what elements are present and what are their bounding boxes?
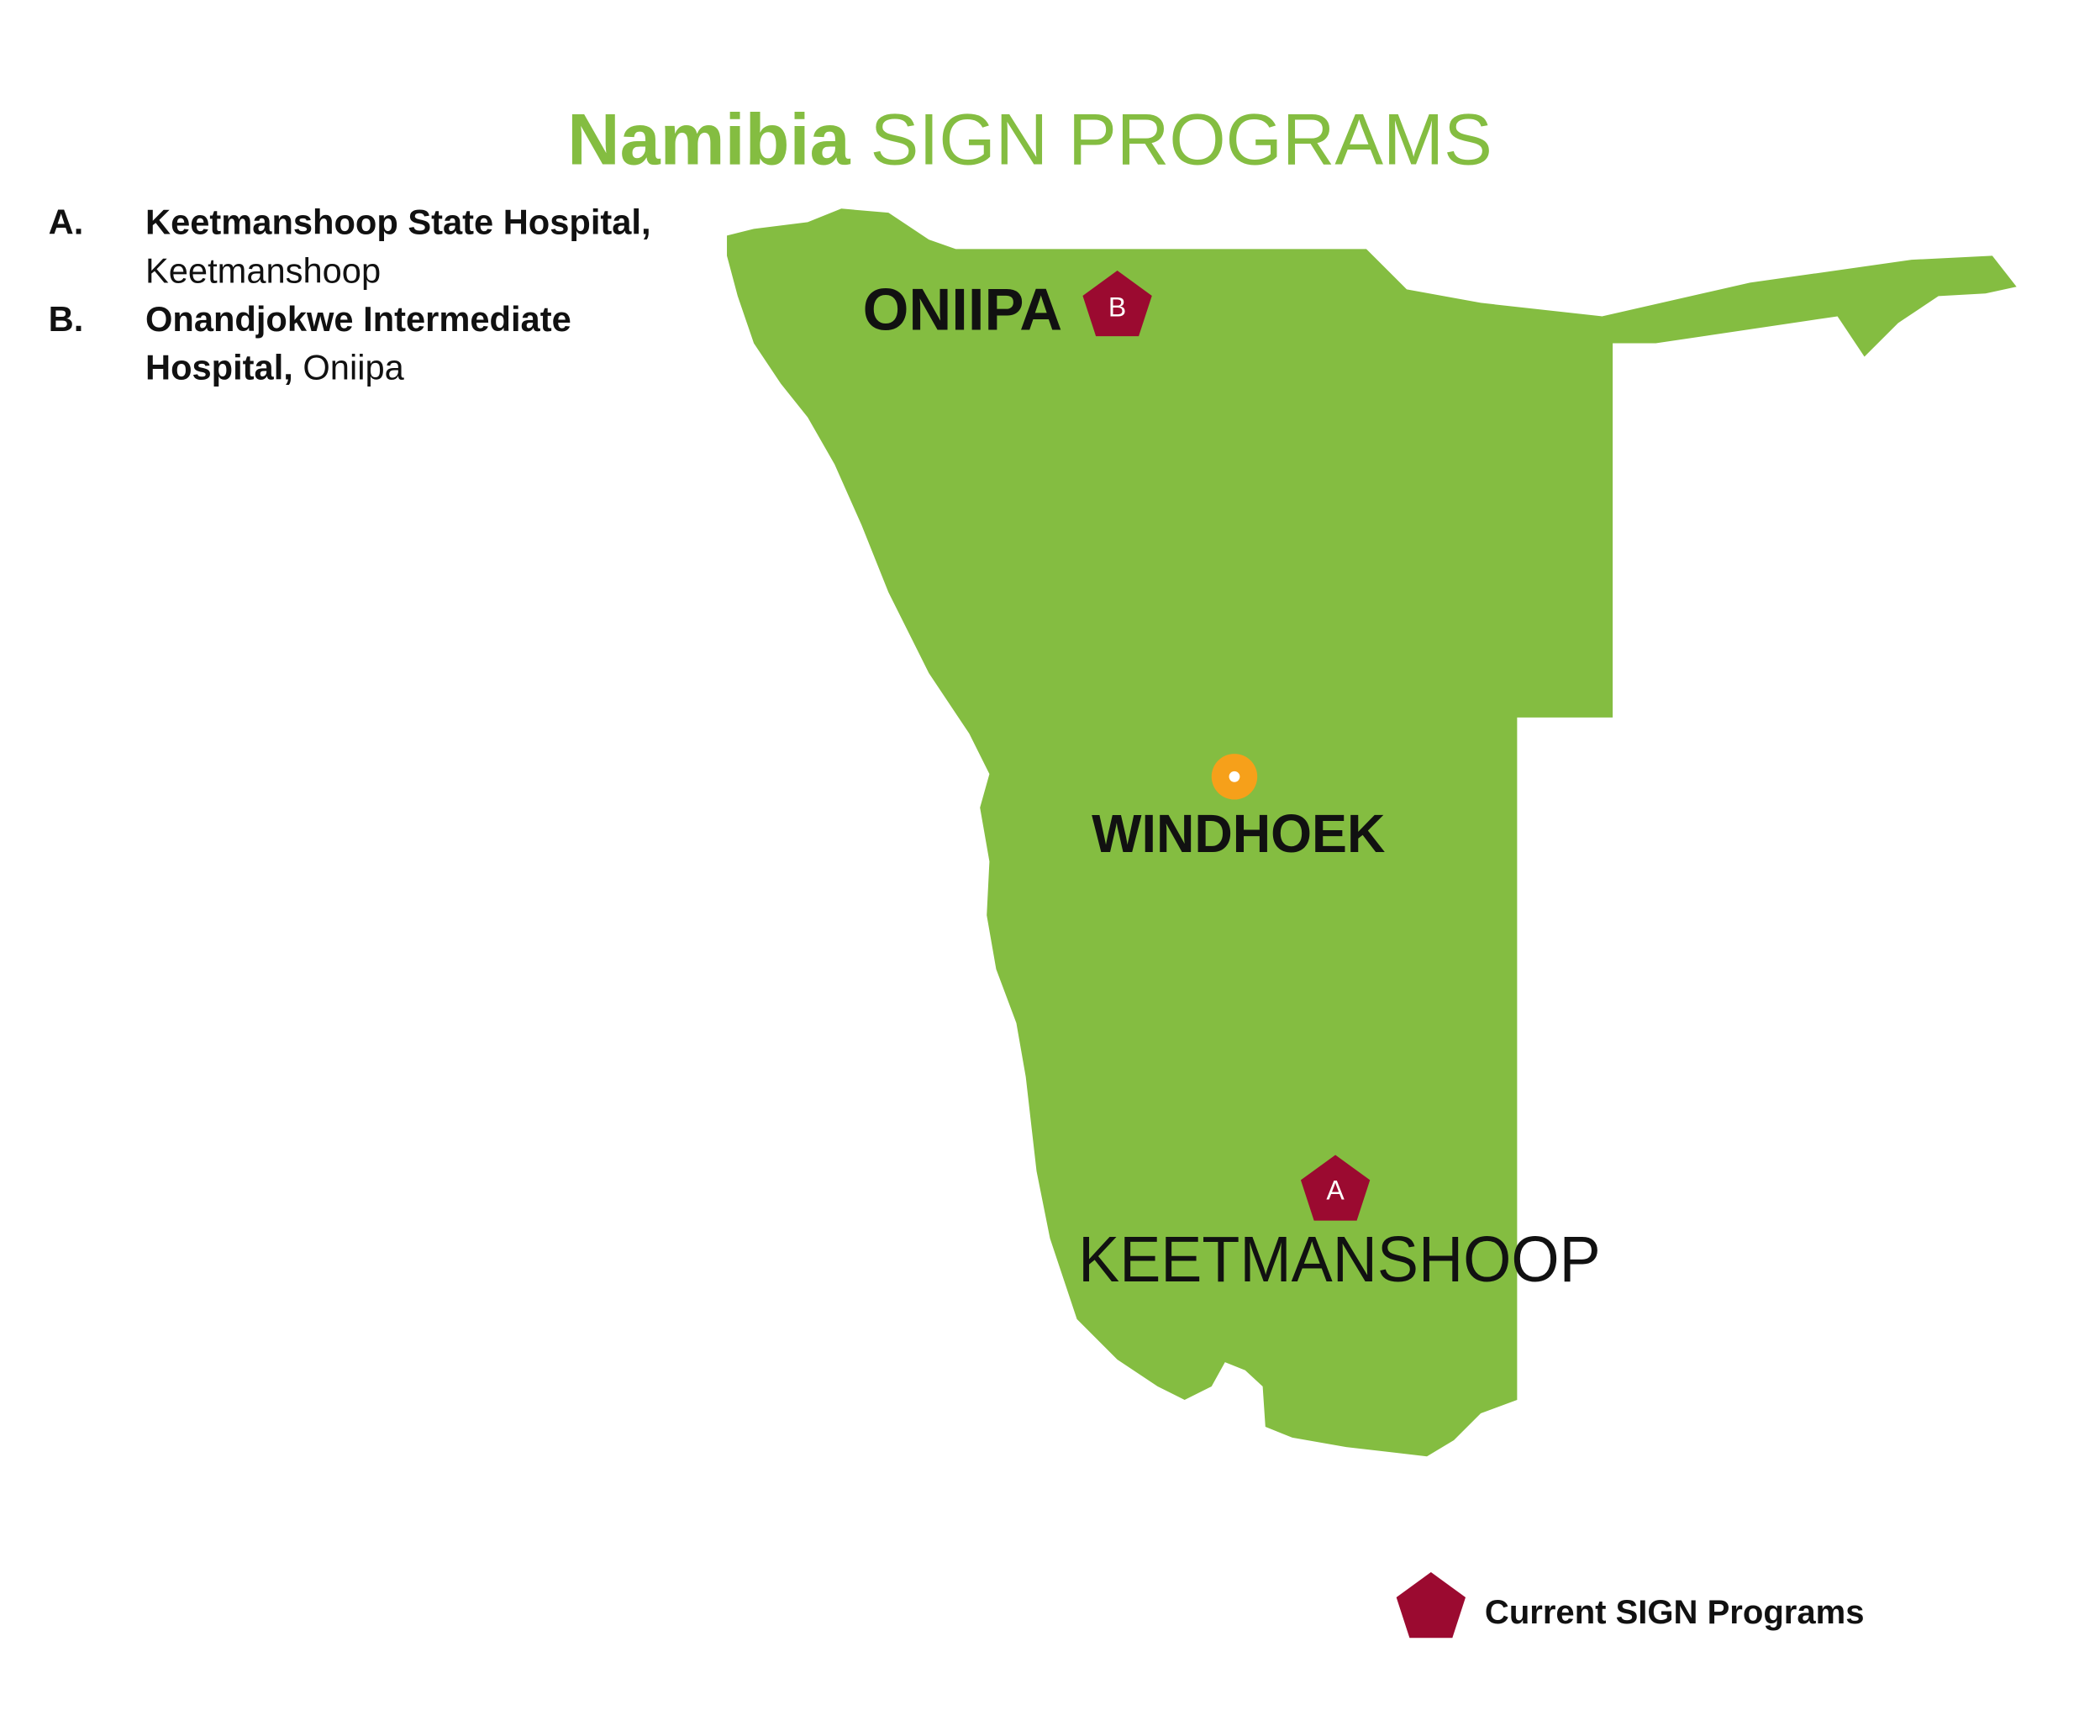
site-letter: B: [1108, 292, 1126, 322]
capital-label: WINDHOEK: [1092, 803, 1385, 864]
title: Namibia SIGN PROGRAMS: [567, 99, 1492, 180]
list-place: Keetmanshoop: [145, 250, 381, 290]
list-name-line: Hospital, Oniipa: [145, 348, 405, 387]
country-shape: [727, 208, 2017, 1457]
site-label: ONIIPA: [863, 276, 1063, 342]
site-label: KEETMANSHOOP: [1078, 1223, 1601, 1296]
site-marker: [1082, 270, 1152, 337]
capital-dot: [1229, 771, 1240, 782]
list-letter: A.: [49, 203, 84, 242]
title-rest: SIGN PROGRAMS: [871, 99, 1492, 180]
list-name: Keetmanshoop State Hospital,: [145, 203, 651, 242]
site-letter: A: [1326, 1175, 1345, 1205]
site-list: A. Keetmanshoop State Hospital, Keetmans…: [49, 203, 651, 387]
list-name: Onandjokwe Intermediate: [145, 299, 571, 339]
legend-label: Current SIGN Programs: [1485, 1594, 1865, 1631]
list-place: Oniipa: [303, 348, 404, 387]
title-bold: Namibia: [567, 99, 850, 180]
legend-marker: [1396, 1572, 1466, 1639]
site-marker: [1300, 1155, 1371, 1221]
list-name: Hospital,: [145, 348, 293, 387]
list-letter: B.: [49, 299, 84, 339]
